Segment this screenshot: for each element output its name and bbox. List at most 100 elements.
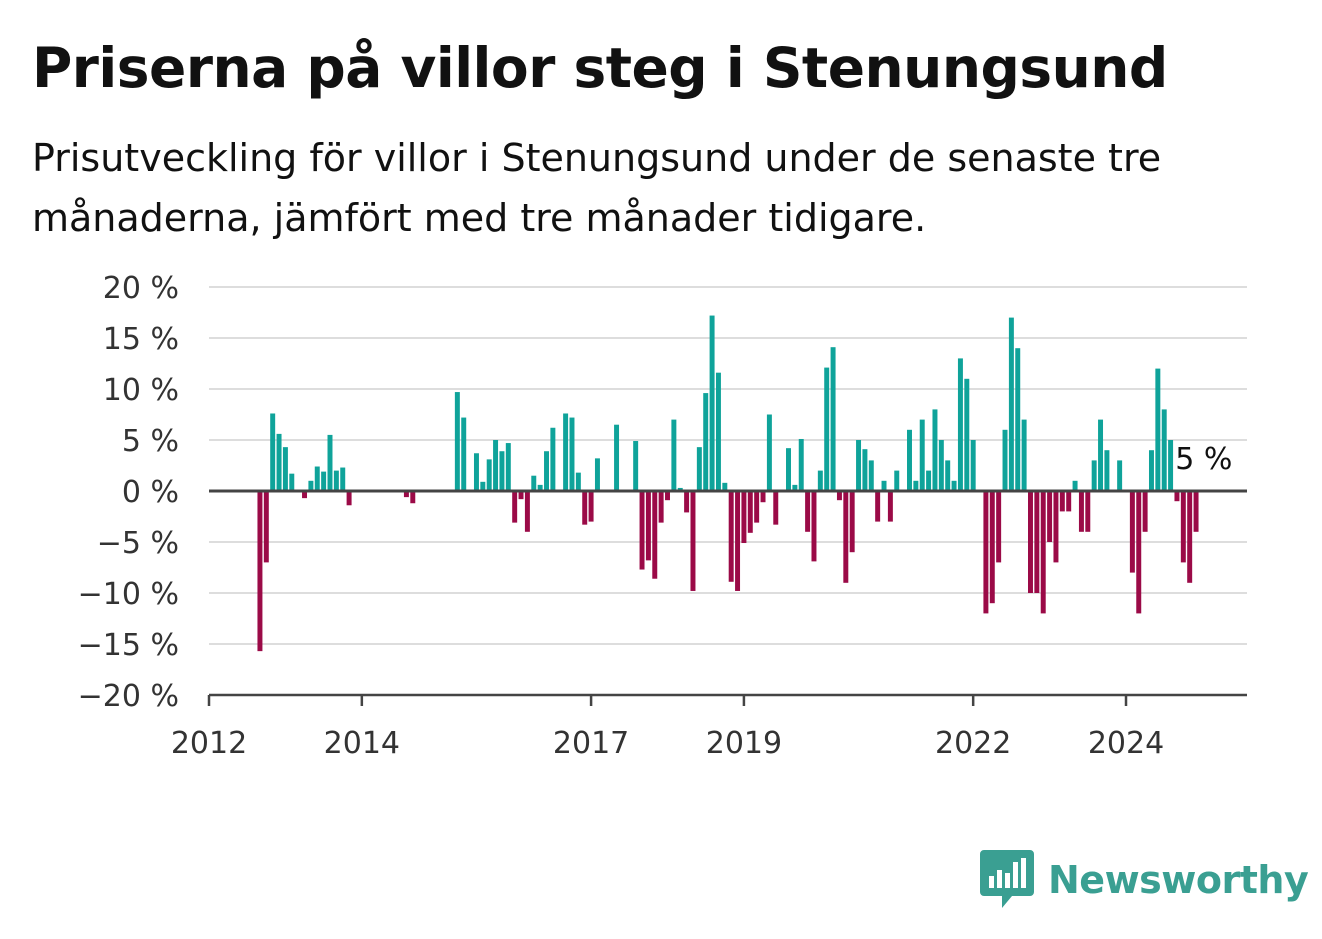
bar — [575, 472, 581, 491]
bar — [817, 470, 823, 491]
bar — [563, 413, 569, 491]
bar — [836, 491, 842, 501]
y-tick-label: −20 % — [78, 679, 179, 714]
brand-name: Newsworthy — [1048, 858, 1309, 902]
bar — [1053, 491, 1059, 563]
bar — [843, 491, 849, 583]
bar — [671, 419, 677, 491]
bar — [282, 447, 288, 491]
x-tick-label: 2024 — [1088, 726, 1164, 761]
bar — [703, 393, 709, 491]
bar — [722, 482, 728, 491]
bar — [677, 487, 683, 491]
bar — [594, 458, 600, 491]
bar — [1161, 409, 1167, 491]
bar — [970, 440, 976, 491]
bar — [263, 491, 269, 563]
gridlines — [209, 286, 1247, 645]
bar — [403, 491, 409, 498]
bar — [270, 413, 276, 491]
bar — [766, 414, 772, 491]
newsworthy-icon — [980, 850, 1034, 908]
bar — [1174, 491, 1180, 502]
bar — [321, 471, 327, 491]
bar — [569, 417, 575, 491]
bar — [314, 466, 320, 491]
bar — [856, 440, 862, 491]
axes — [207, 489, 1247, 706]
bar — [894, 470, 900, 491]
bar — [1117, 460, 1123, 491]
bar — [257, 491, 263, 652]
bar — [1104, 450, 1110, 491]
bar — [728, 491, 734, 582]
bar — [340, 467, 346, 491]
bar — [862, 449, 868, 491]
y-tick-label: 5 % — [122, 424, 179, 459]
bar — [690, 491, 696, 591]
chart-title: Priserna på villor steg i Stenungsund — [32, 36, 1168, 100]
bar — [1028, 491, 1033, 593]
bar — [926, 470, 932, 491]
x-tick-label: 2012 — [171, 726, 247, 761]
bar — [989, 491, 995, 604]
bar — [754, 491, 760, 523]
bar — [1085, 491, 1091, 532]
bar — [830, 347, 836, 491]
bar — [505, 443, 511, 491]
bar — [531, 475, 537, 491]
bar — [1040, 491, 1046, 614]
bar — [276, 433, 282, 491]
bar — [1047, 491, 1053, 542]
y-tick-label: 20 % — [103, 271, 179, 306]
bar — [824, 367, 830, 491]
bar — [1136, 491, 1142, 614]
bar — [964, 378, 970, 491]
bar — [588, 491, 594, 522]
y-tick-label: −15 % — [78, 628, 179, 663]
bar — [938, 440, 944, 491]
bar — [1008, 317, 1014, 491]
bar — [1155, 368, 1161, 491]
bar — [932, 409, 938, 491]
x-tick-label: 2019 — [706, 726, 782, 761]
y-tick-label: 0 % — [122, 475, 179, 510]
x-tick-label: 2014 — [324, 726, 400, 761]
bar — [996, 491, 1002, 563]
bar — [760, 491, 766, 503]
bar — [1091, 460, 1097, 491]
bar — [289, 473, 295, 491]
bar — [1129, 491, 1135, 573]
bar — [658, 491, 664, 523]
bar — [410, 491, 416, 504]
bar — [798, 438, 804, 491]
bar — [1034, 491, 1040, 593]
bar — [945, 460, 951, 491]
bar — [1098, 419, 1104, 491]
bar — [346, 491, 352, 506]
bar — [1193, 491, 1199, 532]
bar — [1066, 491, 1072, 512]
bar — [913, 480, 919, 491]
bar — [665, 491, 670, 501]
last-value-label: 5 % — [1175, 442, 1232, 477]
bar — [614, 424, 620, 491]
bar — [633, 441, 639, 491]
bar — [881, 480, 887, 491]
newsworthy-logo: Newsworthy — [980, 850, 1309, 910]
bar — [550, 427, 556, 491]
bar — [747, 491, 753, 533]
bar — [741, 491, 747, 544]
bar — [518, 491, 524, 500]
bar — [1148, 450, 1154, 491]
bar — [709, 315, 715, 491]
axis-labels: 20 % 15 % 10 % 5 % 0 % −5 % −10 % −15 % −20 % 201… — [78, 271, 1233, 761]
bar — [499, 451, 505, 491]
bar — [907, 429, 912, 491]
bar — [582, 491, 588, 525]
bars — [257, 315, 1199, 652]
bar — [957, 358, 963, 491]
bar — [983, 491, 989, 614]
bar — [333, 470, 339, 491]
bar — [811, 491, 817, 562]
